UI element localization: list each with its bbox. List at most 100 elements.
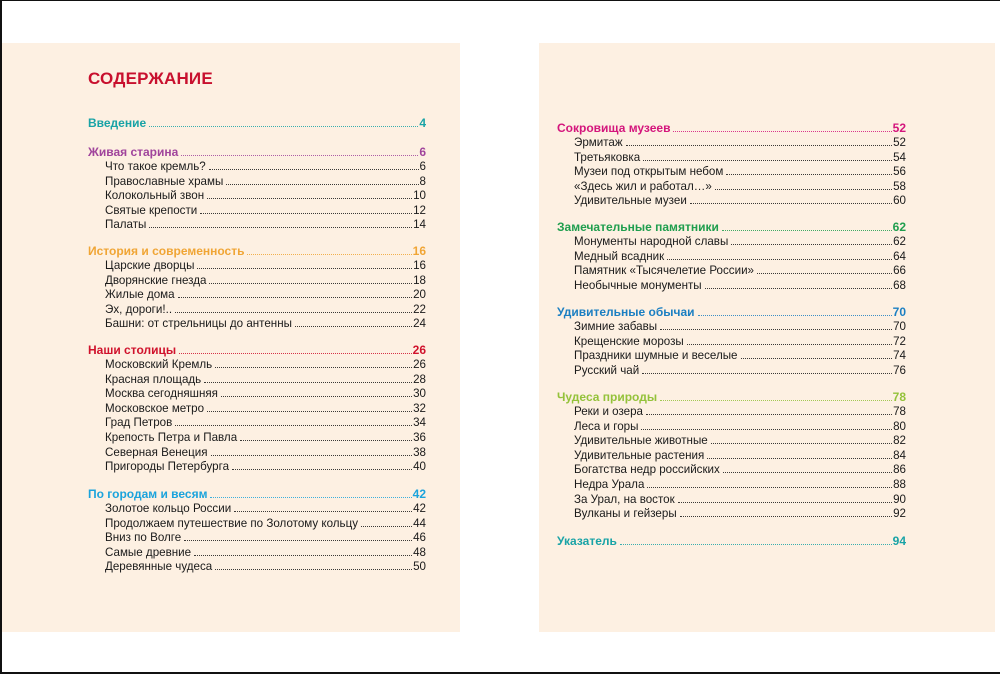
dot-leader [247, 254, 412, 255]
toc-entry[interactable]: Удивительные растения 84 [557, 449, 906, 464]
toc-entry[interactable]: Реки и озера 78 [557, 405, 906, 420]
toc-entry-page-number: 54 [893, 150, 906, 164]
toc-entry[interactable]: Колокольный звон 10 [88, 189, 426, 204]
toc-entry-label: Палаты [105, 218, 147, 232]
toc-entry[interactable]: Дворянские гнезда 18 [88, 274, 426, 289]
toc-section: По городам и весям 42 Золотое кольцо Росси… [88, 486, 426, 575]
section-heading[interactable]: История и современность 16 [88, 243, 426, 259]
toc-entry-label: Монументы народной славы [574, 235, 729, 248]
dot-leader [660, 329, 893, 330]
toc-entry[interactable]: Крещенские морозы 72 [557, 335, 906, 350]
toc-entry[interactable]: Царские дворцы 16 [88, 259, 426, 274]
toc-entry[interactable]: Музеи под открытым небом 56 [557, 165, 906, 180]
toc-entry-page-number: 76 [893, 363, 906, 377]
toc-entry[interactable]: Православные храмы 8 [88, 175, 426, 190]
section-heading[interactable]: Удивительные обычаи 70 [557, 304, 906, 320]
toc-entry[interactable]: Самые древние 48 [88, 546, 426, 561]
section-heading[interactable]: Сокровища музеев 52 [557, 120, 906, 136]
toc-entry[interactable]: Святые крепости 12 [88, 204, 426, 219]
toc-entry[interactable]: Московский Кремль 26 [88, 358, 426, 373]
section-heading-page-number: 62 [892, 220, 906, 234]
dot-leader [714, 188, 893, 190]
toc-entry[interactable]: Пригороды Петербурга 40 [88, 460, 426, 475]
toc-entry-label: Продолжаем путешествие по Золотому кольц… [105, 516, 359, 530]
section-heading-label: Введение [88, 116, 147, 130]
toc-section: Введение 4 [88, 115, 426, 131]
toc-entry[interactable]: Вниз по Волге 46 [88, 531, 426, 546]
toc-entry-label: Крепость Петра и Павла [105, 430, 238, 444]
toc-entry[interactable]: Удивительные музеи 60 [557, 194, 906, 209]
section-heading-page-number: 42 [412, 487, 426, 501]
toc-entry-label: Крещенские морозы [574, 334, 684, 348]
toc-entry-page-number: 60 [893, 194, 906, 208]
section-heading[interactable]: Введение 4 [88, 115, 426, 131]
toc-entry[interactable]: Московское метро 32 [88, 402, 426, 417]
toc-entry-label: Красная площадь [105, 372, 202, 386]
toc-entry[interactable]: Крепость Петра и Павла 36 [88, 431, 426, 446]
toc-entry-page-number: 32 [413, 401, 426, 415]
toc-entry[interactable]: Северная Венеция 38 [88, 446, 426, 461]
toc-entry[interactable]: Монументы народной славы 62 [557, 235, 906, 250]
toc-entry[interactable]: Град Петров 34 [88, 416, 426, 431]
toc-entry-label: Северная Венеция [105, 445, 208, 459]
toc-entry-page-number: 8 [419, 174, 426, 188]
section-heading[interactable]: Наши столицы 26 [88, 342, 426, 358]
dot-leader [210, 454, 413, 456]
toc-entry[interactable]: Недра Урала 88 [557, 478, 906, 493]
toc-entry-label: Музеи под открытым небом [574, 165, 724, 179]
toc-section: Живая старина 6 Что такое кремль? 6 Правосла… [88, 144, 426, 233]
toc-entry[interactable]: Медный всадник 64 [557, 250, 906, 265]
toc-entry[interactable]: Что такое кремль? 6 [88, 160, 426, 175]
toc-entry[interactable]: Эх, дороги!.. 22 [88, 303, 426, 318]
toc-entry-page-number: 58 [893, 179, 906, 193]
toc-entry-label: Пригороды Петербурга [105, 460, 230, 474]
toc-entry-label: Третьяковка [574, 150, 641, 164]
section-heading[interactable]: Замечательные памятники 62 [557, 219, 906, 235]
section-heading[interactable]: Указатель 94 [557, 533, 906, 549]
dot-leader [677, 501, 893, 503]
dot-leader [194, 554, 413, 556]
section-heading[interactable]: По городам и весям 42 [88, 486, 426, 502]
toc-entry[interactable]: Башни: от стрельницы до антенны 24 [88, 317, 426, 332]
toc-entry-label: Жилые дома [105, 288, 175, 302]
section-heading-page-number: 70 [892, 305, 906, 319]
toc-entry[interactable]: Палаты 14 [88, 218, 426, 233]
toc-entry[interactable]: «Здесь жил и работал…» 58 [557, 180, 906, 195]
toc-entry[interactable]: Вулканы и гейзеры 92 [557, 507, 906, 522]
toc-entry-page-number: 70 [893, 320, 906, 333]
toc-entry[interactable]: Леса и горы 80 [557, 420, 906, 435]
toc-entry[interactable]: Русский чай 76 [557, 364, 906, 379]
section-heading-label: История и современность [88, 244, 245, 258]
toc-entry[interactable]: Третьяковка 54 [557, 151, 906, 166]
dot-leader [697, 315, 892, 316]
toc-entry-page-number: 38 [413, 445, 426, 459]
toc-entry[interactable]: Зимние забавы 70 [557, 320, 906, 335]
toc-entry[interactable]: Жилые дома 20 [88, 288, 426, 303]
dot-leader [177, 297, 413, 299]
toc-entry[interactable]: За Урал, на восток 90 [557, 493, 906, 508]
toc-entry-page-number: 86 [893, 463, 906, 477]
toc-entry[interactable]: Золотое кольцо России 42 [88, 502, 426, 517]
dot-leader [757, 273, 893, 275]
dot-leader [209, 282, 413, 284]
section-heading[interactable]: Чудеса природы 78 [557, 389, 906, 405]
toc-entry-label: Зимние забавы [574, 320, 658, 333]
toc-entry-page-number: 74 [893, 349, 906, 363]
toc-entry-label: Московский Кремль [105, 358, 213, 371]
toc-entry[interactable]: Москва сегодняшняя 30 [88, 387, 426, 402]
dot-leader [204, 381, 413, 383]
toc-entry[interactable]: Продолжаем путешествие по Золотому кольц… [88, 517, 426, 532]
dot-leader [641, 428, 893, 430]
toc-entry[interactable]: Богатства недр российских 86 [557, 463, 906, 478]
toc-entry-page-number: 90 [893, 492, 906, 506]
toc-entry[interactable]: Праздники шумные и веселые 74 [557, 349, 906, 364]
toc-entry[interactable]: Красная площадь 28 [88, 373, 426, 388]
section-heading[interactable]: Живая старина 6 [88, 144, 426, 160]
toc-entry[interactable]: Памятник «Тысячелетие России» 66 [557, 264, 906, 279]
toc-entry[interactable]: Эрмитаж 52 [557, 136, 906, 151]
toc-entry[interactable]: Необычные монументы 68 [557, 279, 906, 294]
toc-section: История и современность 16 Царские дворцы 1… [88, 243, 426, 332]
toc-entry-page-number: 80 [893, 419, 906, 433]
toc-entry[interactable]: Удивительные животные 82 [557, 434, 906, 449]
toc-entry[interactable]: Деревянные чудеса 50 [88, 560, 426, 575]
